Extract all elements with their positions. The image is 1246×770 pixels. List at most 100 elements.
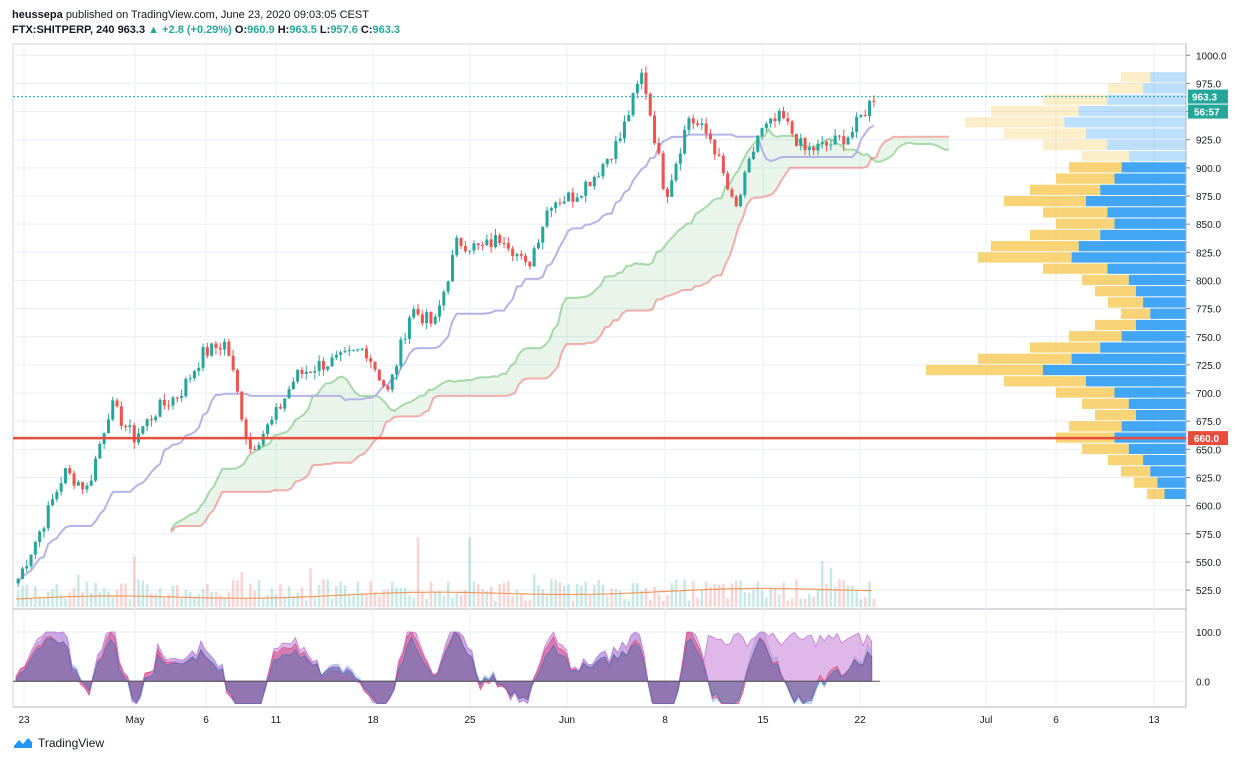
candle-body bbox=[498, 235, 502, 244]
volume-bar bbox=[408, 595, 411, 607]
candle-body bbox=[425, 312, 429, 324]
vpvr-buy-bar bbox=[1135, 409, 1186, 421]
volume-bar bbox=[218, 595, 222, 607]
volume-bar bbox=[752, 589, 755, 607]
vpvr-buy-bar bbox=[1107, 207, 1186, 218]
price-tick-label: 975.0 bbox=[1196, 79, 1221, 90]
volume-bar bbox=[386, 589, 390, 607]
candle-body bbox=[197, 367, 201, 371]
candle-body bbox=[863, 114, 867, 116]
vpvr-buy-bar bbox=[1135, 319, 1186, 331]
volume-bar bbox=[537, 585, 540, 607]
volume-bar bbox=[390, 581, 394, 607]
high-value: 963.5 bbox=[289, 24, 317, 36]
candle-body bbox=[549, 208, 553, 211]
volume-bar bbox=[618, 590, 622, 607]
volume-bar bbox=[210, 592, 213, 607]
volume-bar bbox=[786, 600, 790, 607]
author-name[interactable]: heussepa bbox=[12, 9, 63, 21]
candle-body bbox=[395, 366, 399, 375]
volume-bar bbox=[468, 537, 471, 607]
candle-body bbox=[119, 406, 123, 426]
vpvr-buy-bar bbox=[1135, 286, 1186, 297]
volume-bar bbox=[528, 599, 532, 607]
candle-body bbox=[94, 458, 98, 481]
candle-body bbox=[446, 281, 450, 292]
vpvr-buy-bar bbox=[1107, 139, 1186, 150]
volume-bar bbox=[717, 584, 721, 607]
vpvr-buy-bar bbox=[1078, 241, 1186, 252]
volume-ma bbox=[15, 587, 872, 600]
volume-bar bbox=[446, 581, 450, 607]
volume-bar bbox=[296, 592, 299, 607]
vpvr-sell-bar bbox=[926, 364, 1043, 376]
volume-bar bbox=[227, 591, 231, 607]
candle-body bbox=[734, 196, 738, 207]
candle-body bbox=[321, 360, 325, 370]
volume-bar bbox=[631, 583, 635, 607]
candle-body bbox=[648, 93, 652, 116]
volume-bar bbox=[167, 594, 170, 607]
vpvr-sell-bar bbox=[965, 117, 1065, 128]
volume-bar bbox=[193, 596, 196, 607]
candle-body bbox=[687, 118, 691, 130]
base-line bbox=[17, 124, 875, 584]
volume-bar bbox=[236, 580, 239, 607]
candle-body bbox=[584, 181, 588, 196]
volume-bar bbox=[734, 581, 738, 607]
vpvr-buy-bar bbox=[1114, 218, 1186, 229]
candle-body bbox=[868, 100, 872, 116]
candle-body bbox=[167, 405, 171, 407]
price-tick-label: 650.0 bbox=[1196, 445, 1221, 456]
vpvr-sell-bar bbox=[1004, 196, 1086, 207]
ichimoku-cloud bbox=[17, 124, 950, 584]
volume-bar bbox=[597, 579, 600, 607]
candle-body bbox=[158, 400, 162, 417]
candle-body bbox=[46, 505, 50, 529]
candle-body bbox=[751, 151, 755, 159]
volume-bar bbox=[722, 583, 725, 607]
candle-body bbox=[622, 121, 626, 139]
candle-body bbox=[364, 348, 368, 359]
candle-body bbox=[124, 425, 128, 428]
volume-bar bbox=[812, 596, 815, 607]
volume-bar bbox=[85, 581, 89, 607]
volume-bar bbox=[640, 590, 643, 607]
current-price-label-bg bbox=[1188, 89, 1228, 104]
volume-bar bbox=[313, 597, 317, 607]
candle-body bbox=[481, 244, 485, 246]
vpvr-sell-bar bbox=[1056, 218, 1115, 229]
candle-body bbox=[141, 426, 145, 434]
price-change: +2.8 (+0.29%) bbox=[162, 24, 232, 36]
candle-body bbox=[524, 255, 528, 262]
volume-bar bbox=[223, 597, 226, 607]
candle-body bbox=[743, 172, 747, 195]
volume-bar bbox=[571, 600, 575, 607]
price-tick-label: 900.0 bbox=[1196, 164, 1221, 175]
volume-bar bbox=[700, 589, 704, 607]
volume-bar bbox=[661, 600, 665, 607]
vpvr-buy-bar bbox=[1143, 454, 1186, 466]
candle-body bbox=[63, 468, 67, 484]
volume-bar bbox=[395, 587, 398, 607]
candle-body bbox=[382, 380, 386, 386]
brand-label[interactable]: TradingView bbox=[38, 736, 105, 750]
candle-body bbox=[459, 237, 463, 246]
time-tick-label: 22 bbox=[854, 715, 866, 726]
candle-body bbox=[562, 201, 566, 204]
volume-bar bbox=[399, 587, 403, 607]
volume-bar bbox=[820, 561, 824, 607]
volume-bar bbox=[588, 595, 592, 607]
vpvr-sell-bar bbox=[1056, 387, 1115, 398]
volume-bar bbox=[378, 595, 381, 607]
candle-body bbox=[369, 358, 373, 362]
vpvr-sell-bar bbox=[1121, 466, 1151, 477]
symbol-label[interactable]: FTX:SHITPERP, 240 bbox=[12, 24, 115, 36]
candle-body bbox=[605, 158, 609, 165]
candle-body bbox=[541, 226, 545, 243]
candle-body bbox=[842, 136, 846, 145]
candle-body bbox=[511, 248, 515, 256]
price-tick-label: 675.0 bbox=[1196, 417, 1221, 428]
vpvr-sell-bar bbox=[1082, 398, 1129, 409]
